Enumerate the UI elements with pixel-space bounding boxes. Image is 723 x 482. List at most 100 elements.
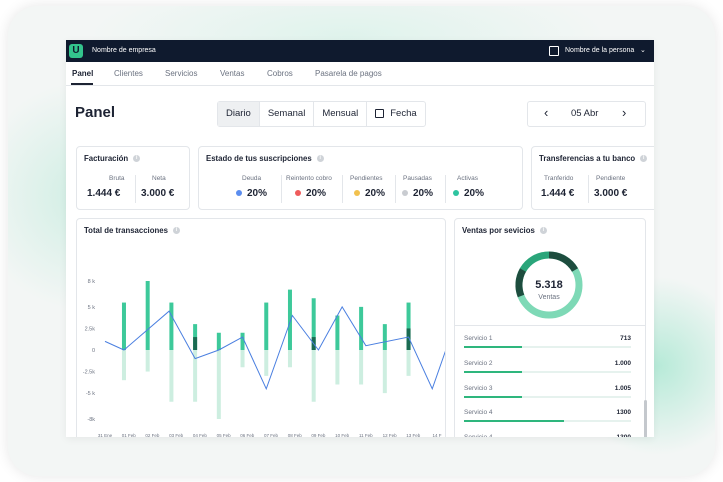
x-tick-label: 06 Feb	[240, 433, 255, 437]
service-progress-bar	[464, 371, 631, 373]
period-selector: Diario Semanal Mensual Fecha	[217, 101, 426, 127]
service-progress-fill	[464, 420, 564, 422]
y-tick-label: 8 k	[88, 279, 96, 285]
highlight-bar	[406, 328, 411, 350]
tab-clientes[interactable]: Clientes	[114, 69, 143, 78]
service-label: Servicio 3	[464, 385, 493, 392]
service-value: 1.005	[614, 385, 631, 392]
divider	[135, 175, 136, 203]
negative-bar	[216, 350, 221, 419]
activas-value: 20%	[453, 188, 484, 199]
x-tick-label: 08 Feb	[288, 433, 303, 437]
tab-pasarela-de-pagos[interactable]: Pasarela de pagos	[315, 69, 382, 78]
tab-ventas[interactable]: Ventas	[220, 69, 245, 78]
reintento-value: 20%	[295, 188, 326, 199]
service-value: 1.000	[614, 360, 631, 367]
negative-bar	[382, 350, 387, 394]
period-mensual-button[interactable]: Mensual	[314, 102, 368, 126]
divider	[445, 175, 446, 203]
service-progress-bar	[464, 396, 631, 398]
top-bar: U Nombre de empresa Nombre de la persona…	[66, 40, 654, 62]
reintento-dot	[295, 190, 301, 197]
tab-panel[interactable]: Panel	[72, 69, 94, 78]
chevron-down-icon[interactable]: ⌄	[640, 47, 646, 54]
divider	[395, 175, 396, 203]
date-navigator: ‹ 05 Abr ›	[527, 101, 646, 127]
company-name: Nombre de empresa	[92, 47, 156, 54]
suscripciones-title: Estado de tus suscripciones	[206, 154, 312, 163]
card-title: Facturación i	[84, 154, 141, 163]
negative-bar	[406, 350, 411, 376]
negative-bar	[121, 350, 126, 381]
negative-bar	[240, 350, 245, 368]
trend-line	[104, 305, 445, 391]
info-icon[interactable]: i	[640, 155, 648, 163]
pendiente-value: 3.000 €	[594, 188, 628, 199]
y-tick-label: 2.5k	[85, 326, 96, 332]
ventas-title: Ventas por sevicios	[462, 226, 535, 235]
period-fecha-button[interactable]: Fecha	[367, 102, 424, 126]
ventas-total-label: Ventas	[538, 294, 560, 301]
app-screen: U Nombre de empresa Nombre de la persona…	[66, 40, 654, 437]
calendar-icon[interactable]	[549, 46, 559, 56]
positive-bar	[335, 315, 340, 350]
facturacion-card: Facturación i Bruta 1.444 € Neta 3.000 €	[76, 146, 190, 210]
prev-date-button[interactable]: ‹	[544, 105, 549, 120]
transacciones-card: Total de transacciones i 8 k 5 k 2.5k 0 -2.5k…	[76, 218, 446, 437]
service-label: Servicio 4	[464, 434, 493, 437]
info-icon[interactable]: i	[316, 155, 324, 163]
y-tick-label: 5 k	[88, 305, 96, 311]
deuda-dot	[236, 190, 242, 197]
divider	[455, 325, 645, 326]
divider	[342, 175, 343, 203]
activas-label: Activas	[457, 175, 478, 182]
ventas-total: 5.318	[535, 279, 563, 291]
positive-bar	[359, 306, 364, 350]
positive-bar	[216, 332, 221, 350]
x-tick-label: 05 Feb	[217, 433, 232, 437]
pausadas-label: Pausadas	[403, 175, 432, 182]
info-icon[interactable]: i	[539, 227, 547, 235]
tab-cobros[interactable]: Cobros	[267, 69, 293, 78]
x-tick-label: 04 Feb	[193, 433, 208, 437]
card-title: Transferencias a tu banco i	[539, 154, 648, 163]
card-title: Estado de tus suscripciones i	[206, 154, 324, 163]
service-progress-fill	[464, 371, 522, 373]
negative-bar	[287, 350, 292, 368]
info-icon[interactable]: i	[172, 227, 180, 235]
neta-value: 3.000 €	[141, 188, 175, 199]
positive-bar	[287, 289, 292, 350]
negative-bar	[335, 350, 340, 385]
x-tick-label: 02 Feb	[145, 433, 160, 437]
y-tick-label: -8k	[87, 417, 95, 423]
period-semanal-button[interactable]: Semanal	[260, 102, 315, 126]
service-progress-fill	[464, 396, 522, 398]
divider	[588, 175, 589, 203]
app-logo[interactable]: U	[69, 44, 83, 58]
info-icon[interactable]: i	[133, 155, 141, 163]
service-label: Servicio 4	[464, 409, 493, 416]
negative-bar	[193, 350, 198, 402]
card-title: Ventas por sevicios i	[462, 226, 547, 235]
pausadas-value: 20%	[402, 188, 433, 199]
transferencias-card: Transferencias a tu banco i Tranferido 1.…	[531, 146, 654, 210]
x-tick-label: 07 Feb	[264, 433, 279, 437]
service-progress-fill	[464, 346, 522, 348]
negative-bar	[169, 350, 174, 402]
next-date-button[interactable]: ›	[622, 105, 627, 120]
service-value: 713	[620, 335, 631, 342]
user-name[interactable]: Nombre de la persona	[565, 47, 635, 54]
tab-servicios[interactable]: Servicios	[165, 69, 198, 78]
page-title: Panel	[75, 104, 116, 121]
service-label: Servicio 1	[464, 335, 493, 342]
negative-bar	[311, 350, 316, 402]
ventas-card: Ventas por sevicios i 5.318 Ventas Servic…	[454, 218, 646, 437]
y-tick-label: 0	[92, 348, 95, 354]
period-diario-button[interactable]: Diario	[218, 102, 260, 126]
highlight-bar	[193, 337, 198, 350]
x-tick-label: 31 Ene	[98, 433, 113, 437]
x-tick-label: 10 Feb	[335, 433, 350, 437]
activas-dot	[453, 190, 459, 197]
scrollbar[interactable]	[644, 400, 647, 437]
service-progress-bar	[464, 420, 631, 422]
